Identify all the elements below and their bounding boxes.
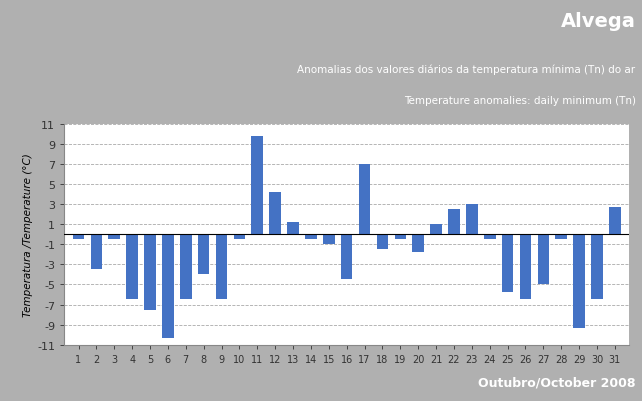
Y-axis label: Temperatura /Temperature (°C): Temperatura /Temperature (°C): [23, 153, 33, 316]
Text: Anomalias dos valores diários da temperatura mínima (Tn) do ar: Anomalias dos valores diários da tempera…: [297, 64, 636, 75]
Bar: [144, 235, 156, 310]
Bar: [180, 235, 191, 300]
Bar: [448, 209, 460, 235]
Bar: [162, 235, 174, 338]
Bar: [341, 235, 352, 280]
Bar: [287, 223, 299, 235]
Bar: [484, 235, 496, 239]
Bar: [73, 235, 84, 239]
Bar: [502, 235, 514, 293]
Bar: [412, 235, 424, 253]
Bar: [234, 235, 245, 239]
Bar: [519, 235, 532, 300]
Bar: [377, 235, 388, 249]
Text: Outubro/October 2008: Outubro/October 2008: [478, 376, 636, 389]
Bar: [430, 225, 442, 235]
Bar: [305, 235, 317, 239]
Bar: [270, 192, 281, 235]
Bar: [573, 235, 585, 328]
Bar: [555, 235, 567, 239]
Bar: [108, 235, 120, 239]
Bar: [216, 235, 227, 300]
Text: Alvega: Alvega: [560, 12, 636, 31]
Bar: [591, 235, 603, 300]
Bar: [198, 235, 209, 275]
Bar: [466, 205, 478, 235]
Text: Temperature anomalies: daily minimum (Tn): Temperature anomalies: daily minimum (Tn…: [404, 96, 636, 106]
Bar: [359, 164, 370, 235]
Bar: [252, 136, 263, 235]
Bar: [91, 235, 102, 270]
Bar: [126, 235, 138, 300]
Bar: [609, 208, 621, 235]
Bar: [323, 235, 334, 245]
Bar: [394, 235, 406, 239]
Bar: [537, 235, 549, 285]
